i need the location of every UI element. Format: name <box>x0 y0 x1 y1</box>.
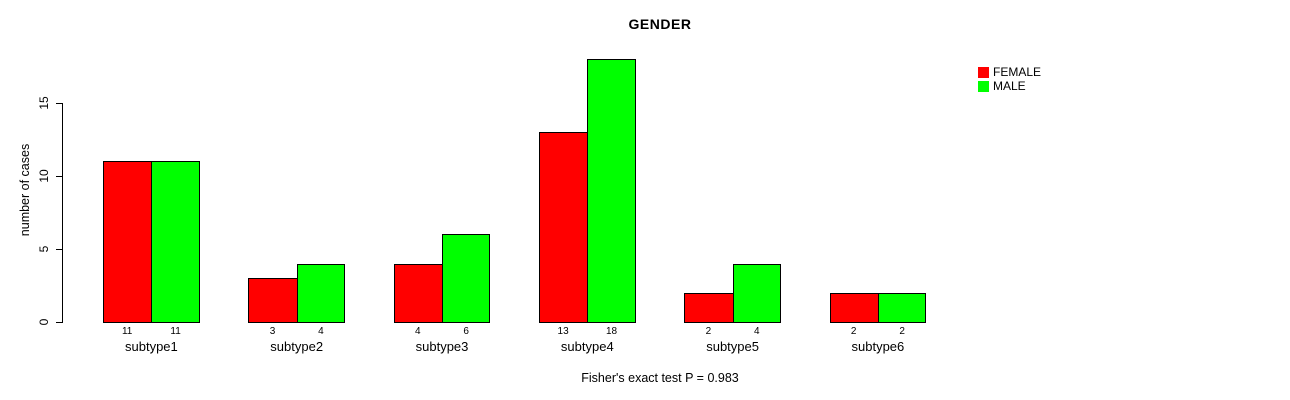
category-label-subtype6: subtype6 <box>851 339 905 354</box>
bar-value-label: 4 <box>318 326 324 337</box>
legend: FEMALE MALE <box>978 65 1041 93</box>
bar-value-label: 11 <box>121 326 133 337</box>
y-axis-line <box>62 103 63 323</box>
bar-male-subtype5 <box>732 263 781 323</box>
bar-value-label: 2 <box>899 326 905 337</box>
bar-value-label: 4 <box>754 326 760 337</box>
y-tick-mark <box>56 176 62 177</box>
y-axis-label: number of cases <box>18 143 32 237</box>
bar-male-subtype6 <box>877 292 927 323</box>
bar-female-subtype5 <box>684 292 734 323</box>
y-tick-label: 10 <box>37 169 51 183</box>
bar-female-subtype2 <box>248 278 298 323</box>
y-tick-mark <box>56 103 62 104</box>
legend-item-male: MALE <box>978 79 1041 93</box>
fisher-test-annotation: Fisher's exact test P = 0.983 <box>581 371 739 385</box>
category-label-subtype3: subtype3 <box>415 339 469 354</box>
bar-value-label: 18 <box>605 326 618 337</box>
y-tick-mark <box>56 322 62 323</box>
bar-value-label: 2 <box>705 326 712 337</box>
bar-female-subtype4 <box>538 132 589 323</box>
bar-value-label: 4 <box>415 326 421 337</box>
category-label-subtype1: subtype1 <box>125 339 178 354</box>
y-tick-label: 5 <box>37 245 51 253</box>
bar-male-subtype2 <box>296 263 346 323</box>
bar-male-subtype1 <box>151 161 200 323</box>
y-tick-mark <box>56 249 62 250</box>
bar-value-label: 6 <box>463 326 469 337</box>
female-color-swatch <box>978 66 989 78</box>
male-color-swatch <box>978 80 989 92</box>
legend-label-female: FEMALE <box>993 65 1042 79</box>
category-label-subtype2: subtype2 <box>270 339 324 354</box>
y-tick-label: 15 <box>37 96 51 110</box>
bar-female-subtype1 <box>103 161 153 323</box>
y-tick-label: 0 <box>37 318 51 326</box>
category-label-subtype4: subtype4 <box>560 339 614 354</box>
bar-female-subtype3 <box>393 263 443 323</box>
category-label-subtype5: subtype5 <box>706 339 759 354</box>
bar-female-subtype6 <box>829 292 879 323</box>
bar-value-label: 3 <box>269 326 276 337</box>
bar-value-label: 11 <box>170 326 181 337</box>
bar-male-subtype3 <box>442 234 491 323</box>
bar-value-label: 2 <box>850 326 857 337</box>
legend-label-male: MALE <box>993 79 1026 93</box>
chart-title: GENDER <box>628 16 692 32</box>
bar-value-label: 13 <box>557 326 569 337</box>
bar-male-subtype4 <box>587 59 636 323</box>
legend-item-female: FEMALE <box>978 65 1041 79</box>
